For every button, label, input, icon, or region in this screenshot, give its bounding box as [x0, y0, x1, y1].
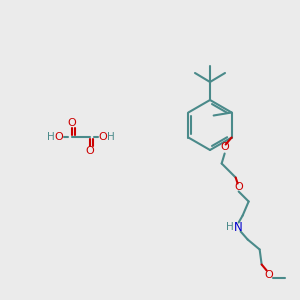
Text: O: O — [85, 146, 94, 156]
Text: O: O — [99, 132, 107, 142]
Text: H: H — [226, 223, 234, 232]
Text: N: N — [234, 221, 243, 234]
Text: H: H — [47, 132, 55, 142]
Text: O: O — [68, 118, 76, 128]
Text: O: O — [264, 269, 273, 280]
Text: O: O — [220, 142, 229, 152]
Text: H: H — [107, 132, 115, 142]
Text: O: O — [234, 182, 243, 193]
Text: O: O — [55, 132, 63, 142]
